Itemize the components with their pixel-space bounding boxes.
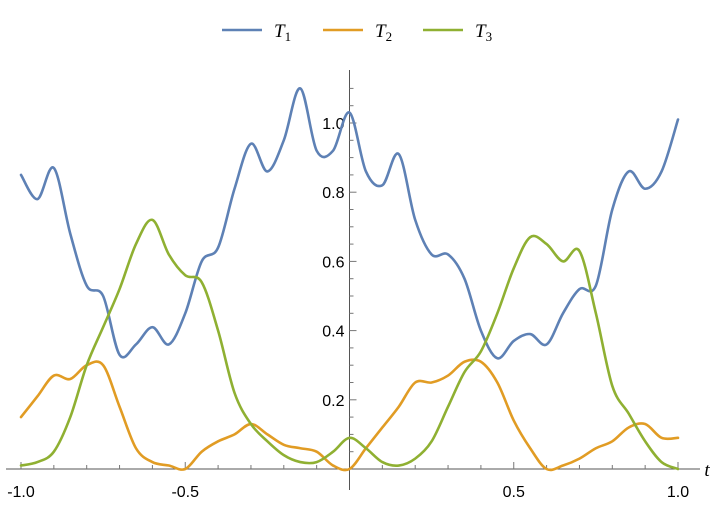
legend-item-t2: T2: [323, 21, 392, 44]
y-tick-label: 1.0: [322, 116, 344, 133]
y-tick-label: 0.8: [322, 185, 344, 202]
series-line-t2: [19, 358, 680, 472]
x-tick-label: 1.0: [667, 484, 689, 501]
y-tick-label: 0.4: [322, 324, 344, 341]
x-tick-label: -1.0: [7, 484, 35, 501]
y-tick-label: 0.6: [322, 254, 344, 271]
y-tick-label: 0.2: [322, 393, 344, 410]
x-tick-label: 0.5: [503, 484, 525, 501]
series-line-t1: [19, 87, 680, 360]
legend-item-t3: T3: [423, 21, 492, 44]
axes: -1.0 -0.5 0.5 1.0 0.2 0.4 0.6 0.8 1.0 t: [6, 70, 710, 501]
x-axis-title: t: [704, 460, 710, 481]
series-group: [19, 87, 680, 472]
legend-label: T2: [375, 21, 392, 44]
legend-label: T3: [475, 21, 492, 44]
legend-item-t1: T1: [222, 21, 291, 44]
x-ticks: -1.0 -0.5 0.5 1.0: [7, 462, 689, 501]
legend: T1 T2 T3: [222, 21, 492, 44]
series-line-t3: [19, 218, 680, 471]
legend-label: T1: [274, 21, 291, 44]
y-ticks: 0.2 0.4 0.6 0.8 1.0: [322, 87, 357, 453]
x-tick-label: -0.5: [171, 484, 199, 501]
